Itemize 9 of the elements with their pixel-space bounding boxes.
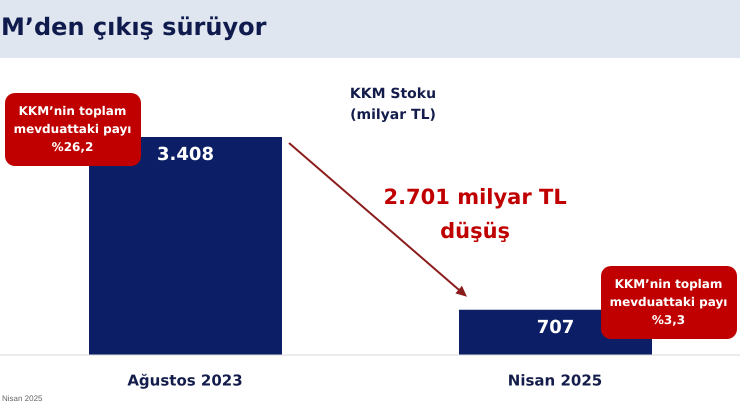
x-tick-label: Ağustos 2023 bbox=[127, 372, 243, 390]
annotation: KKM’nin toplam mevduattaki payı %3,3 bbox=[600, 266, 736, 339]
data-label: 3.408 bbox=[157, 144, 214, 165]
annotation: 2.701 milyar TL düşüş bbox=[382, 184, 568, 245]
chart-title: M’den çıkış sürüyor bbox=[1, 13, 266, 41]
chart-subtitle: KKM Stoku (milyar TL) bbox=[348, 85, 438, 125]
text: Nisan 2025 bbox=[2, 394, 42, 403]
annotation: KKM’nin toplam mevduattaki payı %26,2 bbox=[4, 93, 140, 166]
data-label: 707 bbox=[536, 316, 574, 338]
